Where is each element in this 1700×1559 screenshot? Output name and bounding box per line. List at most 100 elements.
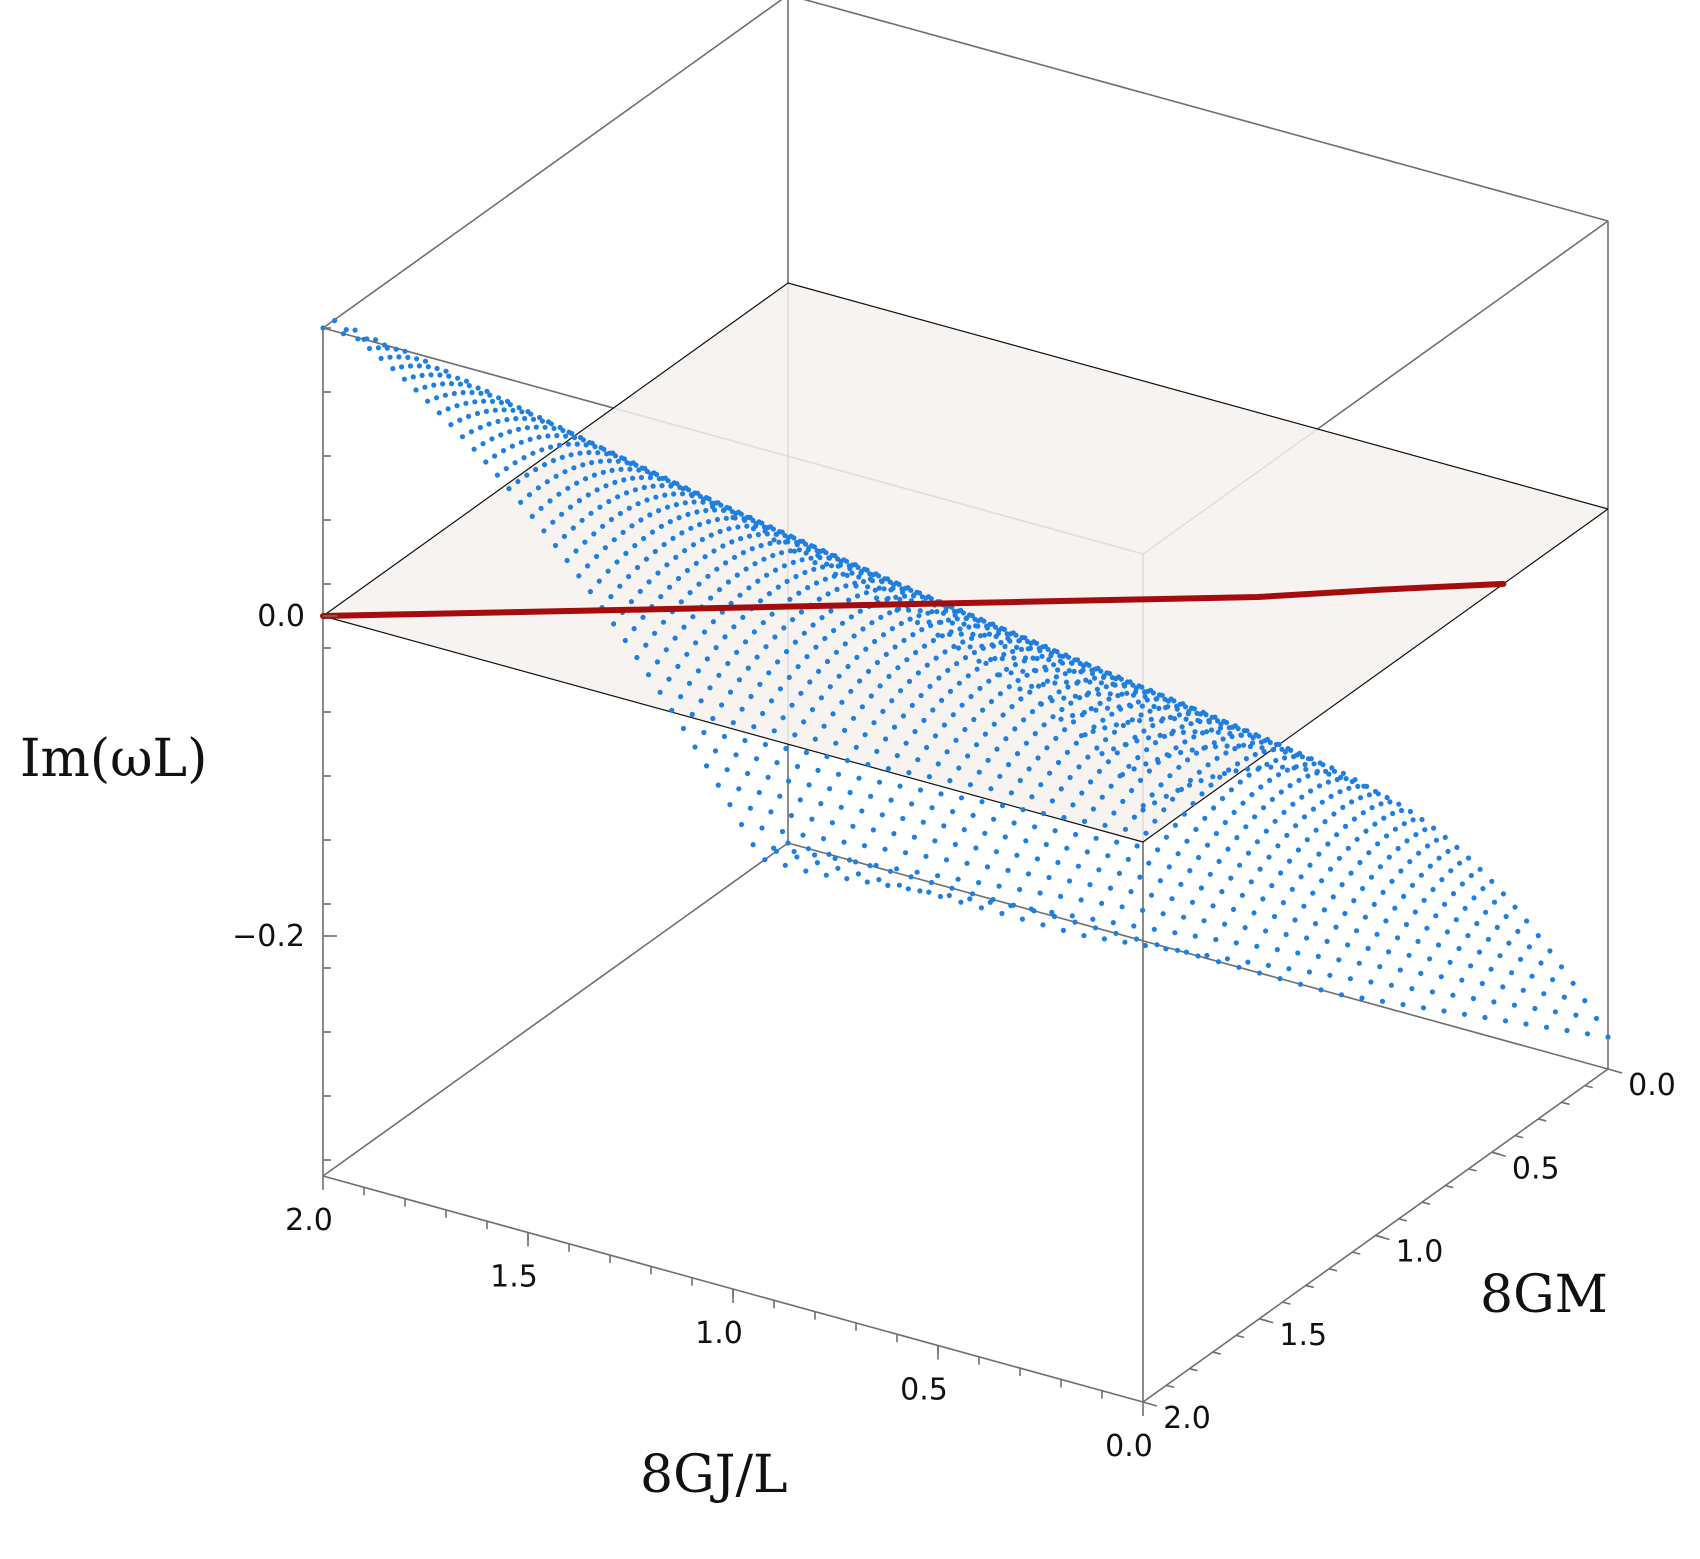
surface-point xyxy=(576,498,583,504)
surface-point xyxy=(818,695,825,701)
surface-point xyxy=(933,655,939,661)
surface-point xyxy=(988,786,994,792)
surface-point xyxy=(698,698,704,704)
surface-point xyxy=(1147,708,1153,714)
surface-point xyxy=(666,676,672,682)
surface-point xyxy=(1062,671,1068,677)
surface-point xyxy=(928,879,935,886)
surface-point xyxy=(1164,752,1170,758)
surface-point xyxy=(831,573,837,579)
surface-point xyxy=(1256,970,1263,976)
surface-point xyxy=(1006,762,1012,768)
surface-point xyxy=(811,566,817,572)
surface-point xyxy=(723,515,729,521)
surface-point xyxy=(779,550,785,556)
surface-point xyxy=(1324,938,1330,945)
surface-point xyxy=(856,574,862,580)
surface-point xyxy=(1491,899,1498,905)
surface-point xyxy=(608,594,614,600)
surface-point xyxy=(1113,930,1119,937)
surface-point xyxy=(621,477,627,483)
surface-point xyxy=(838,804,844,810)
surface-point xyxy=(1090,806,1096,812)
surface-point xyxy=(969,635,975,642)
surface-point xyxy=(814,860,821,866)
surface-point xyxy=(1441,1008,1447,1014)
surface-point xyxy=(1497,953,1503,959)
surface-point xyxy=(872,638,878,645)
surface-point xyxy=(851,633,857,639)
surface-point xyxy=(1278,870,1284,876)
surface-point xyxy=(1290,801,1296,807)
surface-point xyxy=(880,708,886,715)
surface-point xyxy=(736,786,742,792)
surface-point xyxy=(1031,908,1037,914)
surface-point xyxy=(1390,810,1396,817)
surface-point xyxy=(878,614,884,620)
surface-point xyxy=(653,471,660,477)
surface-point xyxy=(839,620,846,626)
surface-point xyxy=(1109,675,1115,681)
y-minor-tick xyxy=(1584,1084,1593,1089)
surface-point xyxy=(1210,903,1216,909)
surface-point xyxy=(1191,734,1197,740)
surface-point xyxy=(448,422,454,428)
surface-point xyxy=(1111,810,1117,816)
surface-point xyxy=(1277,976,1283,982)
surface-point xyxy=(1488,966,1494,972)
surface-point xyxy=(745,665,751,671)
surface-point xyxy=(935,761,941,767)
surface-point xyxy=(967,782,974,788)
surface-point xyxy=(752,561,758,567)
surface-point xyxy=(1243,756,1249,762)
surface-point xyxy=(1079,790,1085,796)
surface-point xyxy=(936,675,942,681)
surface-point xyxy=(817,554,823,561)
surface-point xyxy=(1233,940,1239,946)
surface-point xyxy=(701,729,707,736)
surface-point xyxy=(799,557,805,563)
surface-point xyxy=(1096,867,1102,873)
surface-point xyxy=(516,405,522,411)
surface-point xyxy=(807,679,813,685)
surface-point xyxy=(840,571,846,577)
surface-point xyxy=(1386,854,1392,860)
y-tick-label: 1.5 xyxy=(1279,1318,1327,1353)
x-tick-label: 1.0 xyxy=(695,1316,743,1351)
surface-point xyxy=(1126,702,1133,708)
surface-point xyxy=(1099,794,1105,800)
surface-point xyxy=(466,383,472,389)
surface-point xyxy=(1061,695,1067,701)
surface-point xyxy=(957,626,963,632)
surface-point xyxy=(1268,764,1274,770)
surface-point xyxy=(1074,680,1080,686)
surface-point xyxy=(612,479,618,485)
surface-point xyxy=(1439,877,1445,883)
surface-point xyxy=(1239,892,1245,898)
surface-point xyxy=(1153,696,1159,702)
surface-point xyxy=(870,827,877,833)
surface-point xyxy=(834,586,840,593)
surface-point xyxy=(1319,878,1325,884)
surface-point xyxy=(859,808,865,814)
surface-point xyxy=(1078,897,1084,903)
surface-point xyxy=(721,733,728,740)
y-minor-tick xyxy=(1538,1118,1547,1122)
surface-point xyxy=(1570,980,1576,986)
surface-point xyxy=(1406,952,1412,958)
surface-point xyxy=(1260,896,1266,902)
surface-point xyxy=(1322,819,1328,825)
box-edge xyxy=(803,0,1609,222)
surface-point xyxy=(539,447,545,453)
surface-point xyxy=(1465,933,1471,939)
surface-point xyxy=(927,683,933,690)
surface-point xyxy=(702,554,708,560)
surface-point xyxy=(658,594,664,600)
surface-point xyxy=(538,505,544,511)
surface-point xyxy=(443,368,449,374)
surface-point xyxy=(1284,767,1290,773)
surface-point xyxy=(719,702,725,708)
surface-point xyxy=(903,740,909,746)
surface-point xyxy=(1217,774,1223,780)
surface-point xyxy=(1276,741,1282,748)
